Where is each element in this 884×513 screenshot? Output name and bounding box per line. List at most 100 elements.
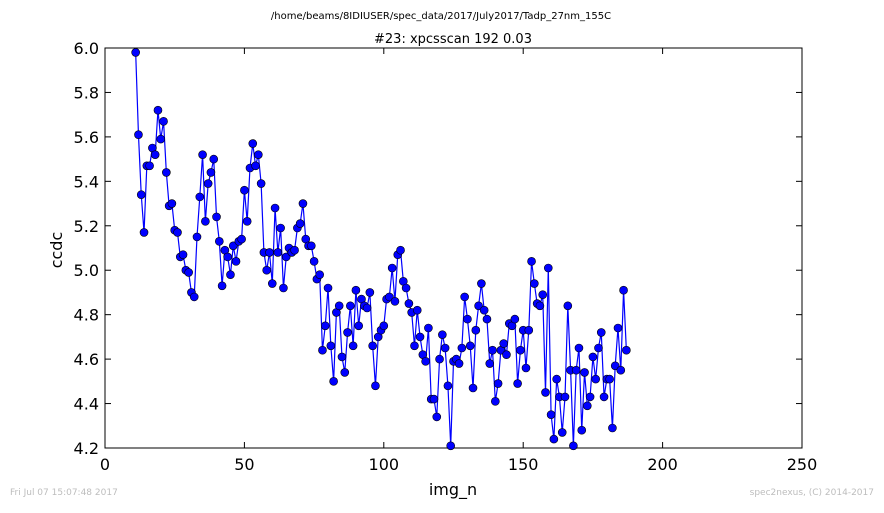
y-tick-label: 4.8 (74, 306, 99, 325)
data-point (616, 365, 626, 375)
y-tick-label: 4.2 (74, 439, 99, 458)
data-point (410, 341, 419, 351)
data-point (530, 279, 539, 288)
data-point (493, 379, 503, 388)
data-point (599, 392, 609, 402)
y-tick-label: 5.4 (74, 172, 99, 191)
data-point (346, 301, 355, 311)
data-point (622, 345, 631, 355)
chart-title: #23: xpcsscan 192 0.03 (374, 32, 532, 47)
data-point (479, 305, 489, 315)
data-point (482, 314, 492, 324)
data-point (591, 374, 600, 384)
data-point (516, 345, 525, 355)
data-point (491, 397, 500, 406)
data-point (209, 154, 219, 164)
y-tick-label: 4.4 (74, 395, 99, 414)
data-point (471, 325, 481, 335)
data-point (424, 323, 433, 333)
data-point (150, 150, 160, 159)
data-point (251, 161, 260, 171)
data-point (560, 392, 570, 402)
data-point (153, 105, 163, 115)
data-point (231, 257, 241, 266)
x-tick-label: 100 (369, 455, 400, 474)
data-point (195, 192, 205, 202)
data-point (390, 297, 400, 306)
data-point (596, 328, 606, 337)
data-point (354, 321, 364, 331)
data-point (438, 330, 447, 339)
data-point (569, 441, 578, 451)
data-point (217, 281, 227, 291)
data-point (279, 283, 288, 293)
data-point (608, 423, 617, 433)
data-point (290, 245, 299, 255)
data-point (178, 250, 188, 259)
data-point (265, 248, 274, 257)
data-point (348, 341, 358, 351)
data-point (145, 161, 154, 171)
data-point (309, 257, 319, 266)
data-point (173, 228, 182, 237)
data-point (228, 241, 238, 251)
data-point (401, 283, 411, 293)
footer-timestamp: Fri Jul 07 15:07:48 2017 (10, 488, 118, 498)
data-point (326, 341, 336, 351)
data-point (446, 441, 456, 451)
data-point (488, 345, 497, 355)
data-point (254, 150, 263, 159)
data-point (323, 283, 333, 293)
data-point (189, 292, 199, 302)
data-point (215, 237, 224, 246)
data-point (404, 299, 414, 308)
data-point (343, 328, 352, 337)
data-point (198, 150, 207, 159)
data-point (237, 234, 246, 244)
data-point (315, 270, 324, 279)
data-point (583, 401, 592, 411)
data-point (184, 268, 193, 277)
data-point (563, 301, 573, 311)
data-point (167, 199, 177, 208)
series-points (131, 48, 631, 451)
data-point (485, 359, 495, 368)
data-point (396, 245, 405, 255)
x-tick-label: 200 (647, 455, 678, 474)
data-point (320, 321, 330, 331)
axis-ticks: 0 50 100 150 200 250 4.2 4.4 4.6 4.8 5.0 5.2 5.4 5.6 5… (74, 39, 818, 474)
data-point (273, 248, 283, 257)
data-point (248, 139, 258, 148)
data-point (281, 252, 291, 262)
data-point (510, 314, 520, 324)
data-point (535, 301, 545, 311)
data-point (201, 217, 210, 226)
data-point (429, 394, 439, 404)
data-point (307, 241, 316, 251)
data-point (334, 301, 344, 311)
data-point (136, 190, 146, 199)
data-point (502, 350, 511, 359)
data-point (162, 168, 171, 177)
data-point (131, 48, 140, 57)
x-tick-label: 50 (234, 455, 254, 474)
data-point (270, 203, 280, 213)
data-point (267, 279, 277, 288)
data-point (549, 434, 559, 444)
data-point (541, 388, 550, 397)
data-point (474, 301, 483, 311)
y-tick-label: 5.2 (74, 217, 99, 236)
data-point (256, 179, 266, 188)
x-axis-label: img_n (429, 480, 477, 500)
data-point (379, 321, 389, 331)
data-point (262, 265, 272, 275)
data-point (276, 223, 285, 233)
data-point (295, 219, 305, 228)
data-point (337, 352, 347, 362)
data-point (543, 263, 553, 273)
data-point (435, 354, 444, 364)
data-point (156, 134, 166, 144)
x-tick-label: 150 (508, 455, 539, 474)
